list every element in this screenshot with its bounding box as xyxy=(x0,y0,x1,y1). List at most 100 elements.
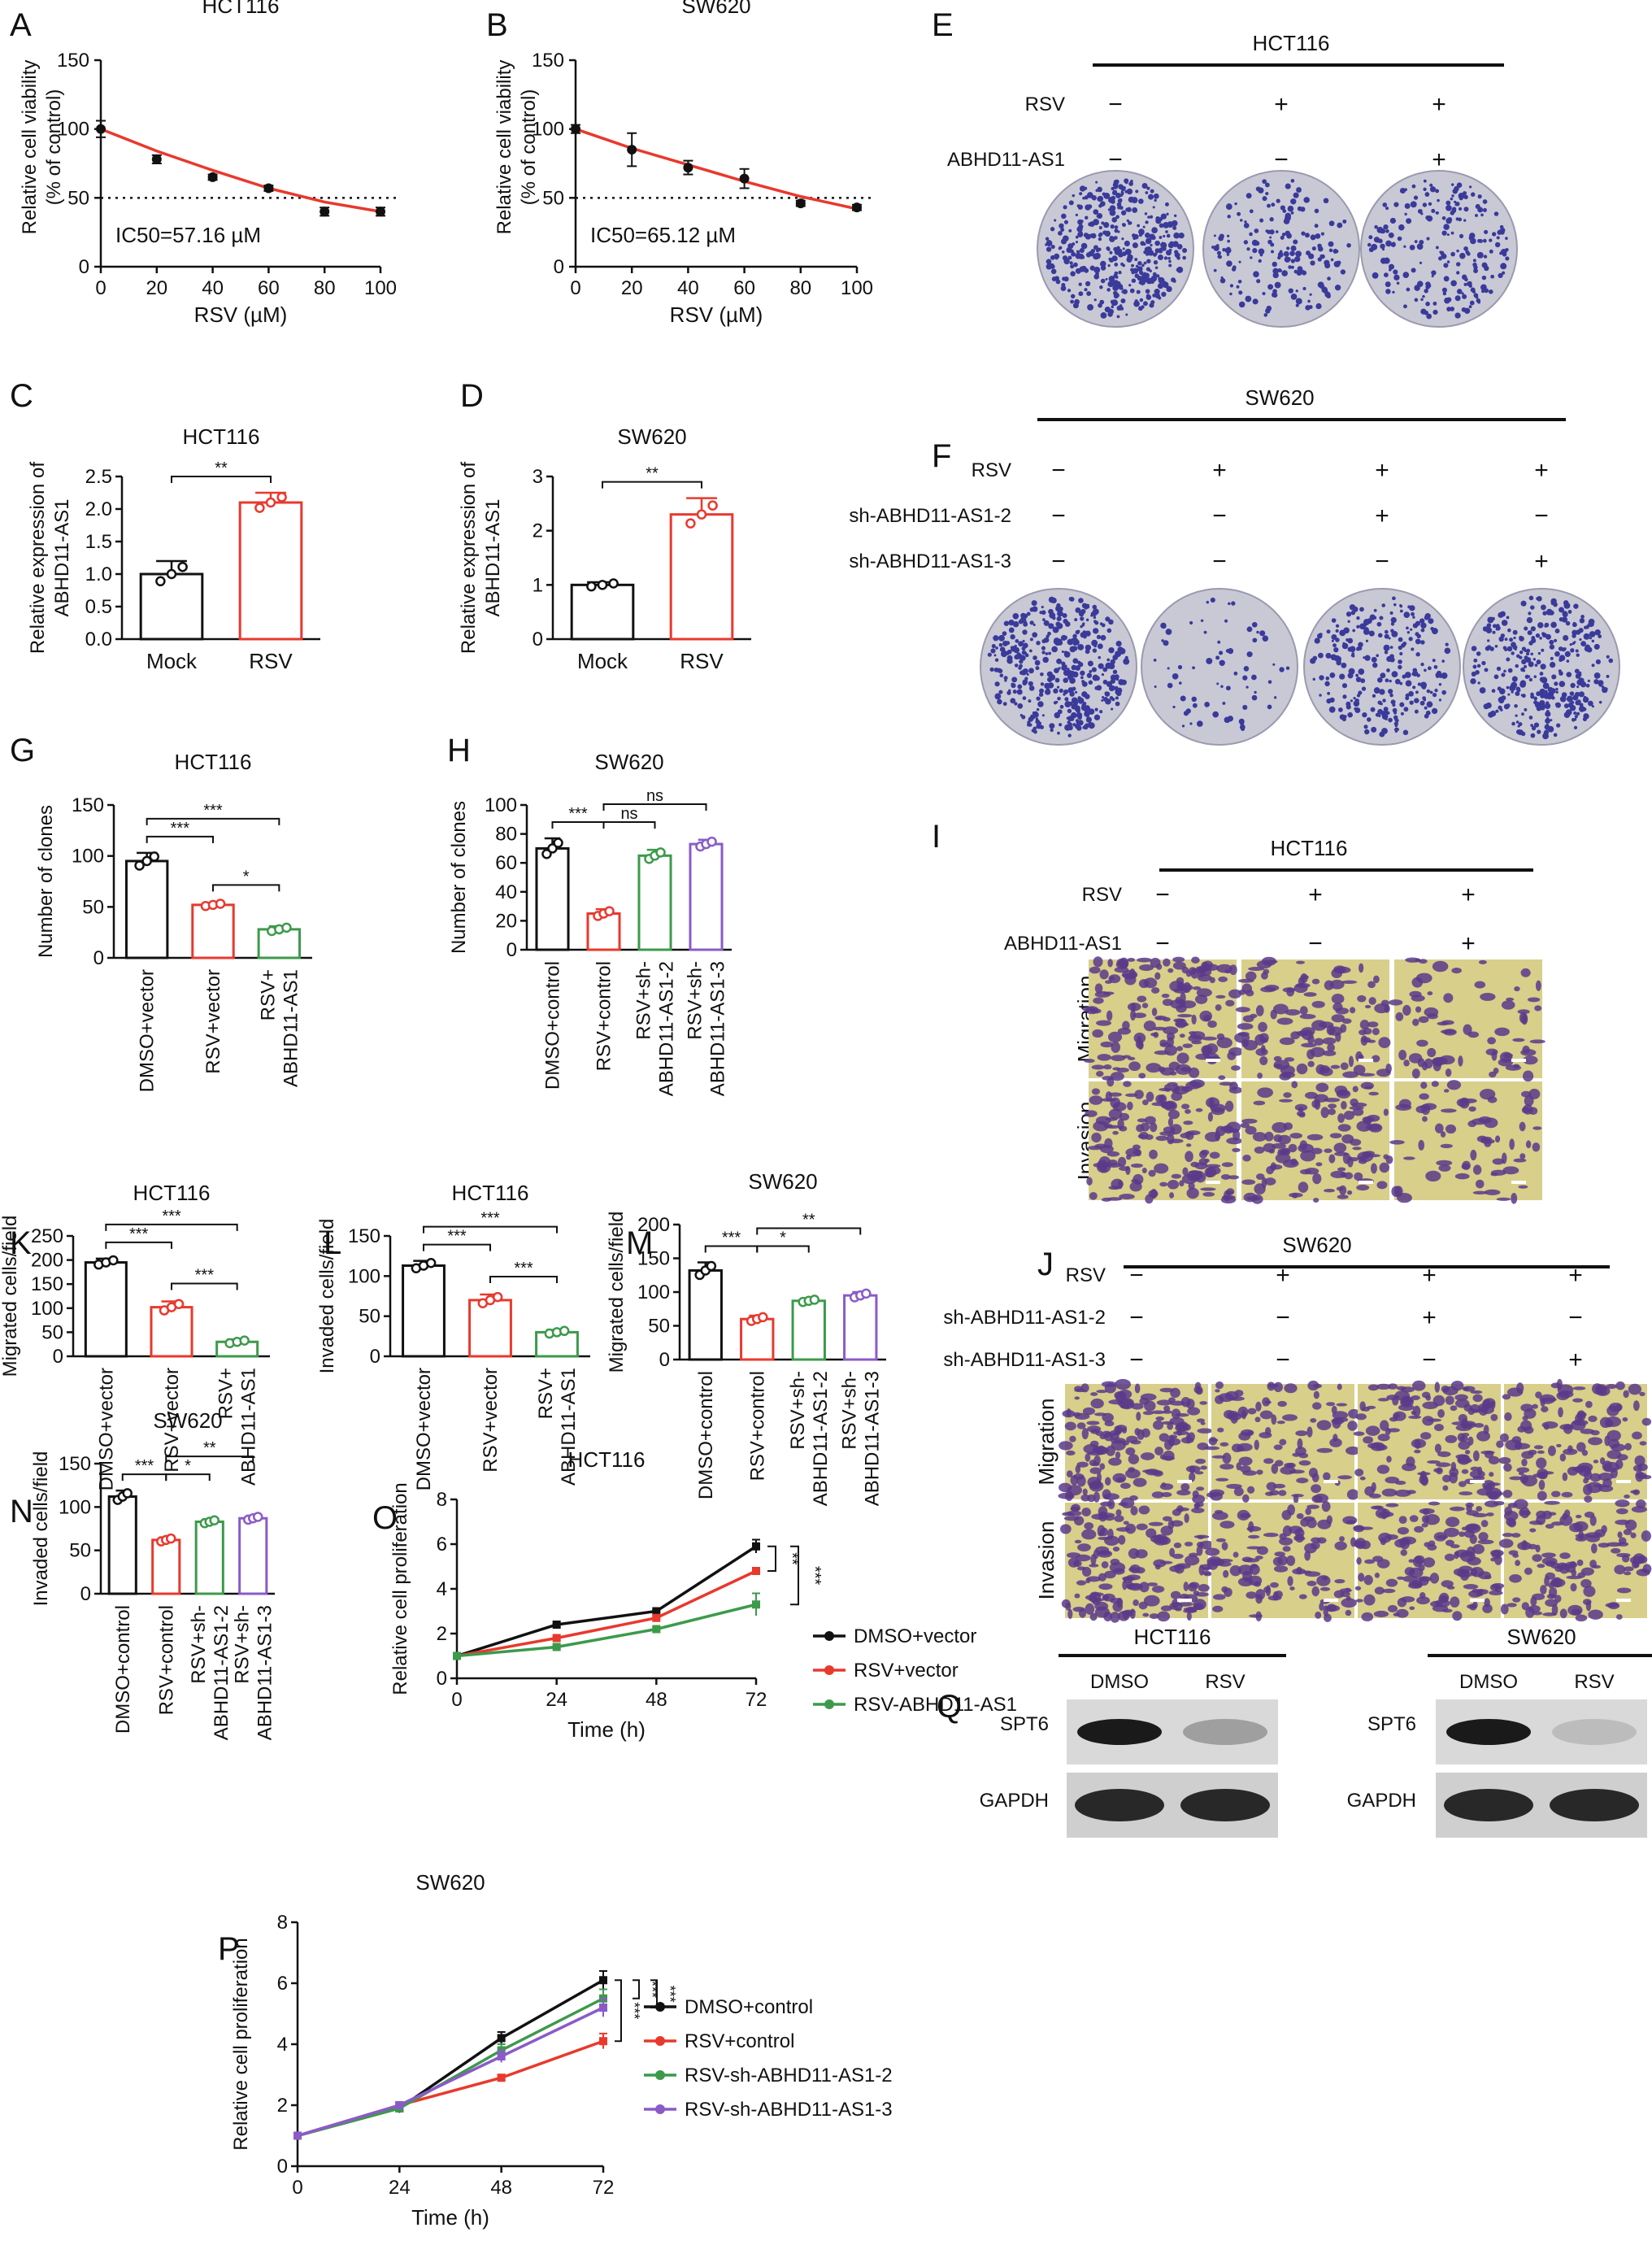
colony xyxy=(1409,700,1414,705)
significance-bracket xyxy=(171,1282,238,1290)
colony xyxy=(1087,303,1094,311)
stained-cell xyxy=(1264,1177,1276,1186)
stained-cell xyxy=(1260,986,1276,993)
colony xyxy=(1481,275,1487,281)
colony xyxy=(1181,247,1188,254)
colony xyxy=(1441,659,1446,663)
stained-cell xyxy=(1314,1038,1324,1046)
colony xyxy=(1561,616,1568,623)
colony xyxy=(1113,273,1118,278)
colony xyxy=(1535,633,1541,638)
colony xyxy=(1336,659,1341,666)
y-axis-label: Relative expression of xyxy=(458,462,480,654)
colony xyxy=(1394,729,1398,733)
colony xyxy=(1022,681,1027,686)
stained-cell xyxy=(1108,1092,1122,1097)
stained-cell xyxy=(1227,1128,1240,1134)
stained-cell xyxy=(1432,960,1449,973)
colony xyxy=(1153,659,1157,662)
colony xyxy=(1159,223,1164,228)
legend-marker xyxy=(824,1665,834,1675)
colony xyxy=(1152,206,1155,209)
colony xyxy=(1067,638,1074,646)
replicate-point xyxy=(706,836,717,847)
stained-cell xyxy=(1264,1427,1272,1436)
category-label: RSV+sh- xyxy=(231,1605,253,1684)
colony xyxy=(1112,669,1118,675)
stained-cell xyxy=(1066,1450,1076,1456)
colony xyxy=(1373,687,1380,694)
colony xyxy=(1158,296,1162,300)
y-tick-label: 150 xyxy=(348,1225,380,1247)
colony xyxy=(1470,237,1476,245)
colony xyxy=(1544,724,1550,730)
stained-cell xyxy=(1337,1194,1349,1199)
colony xyxy=(1290,211,1294,215)
colony xyxy=(1249,232,1253,237)
stained-cell xyxy=(1160,1605,1172,1612)
stained-cell xyxy=(1431,1081,1439,1087)
panel-letter-K: K xyxy=(10,1225,32,1261)
stained-cell xyxy=(1138,964,1154,972)
stained-cell xyxy=(1223,1190,1231,1202)
colony xyxy=(1001,651,1007,658)
stained-cell xyxy=(1222,1452,1232,1464)
data-point xyxy=(852,202,862,213)
colony xyxy=(1375,712,1380,717)
colony xyxy=(1080,632,1086,638)
bar xyxy=(107,1495,137,1595)
colony xyxy=(1010,634,1015,640)
stained-cell xyxy=(1185,970,1192,977)
stained-cell xyxy=(1513,1064,1520,1068)
stained-cell xyxy=(1412,1018,1419,1026)
colony xyxy=(1031,600,1037,607)
colony xyxy=(1392,703,1396,707)
stained-cell xyxy=(1541,1552,1556,1558)
stained-cell xyxy=(1489,1472,1494,1477)
colony xyxy=(1413,195,1419,200)
colony xyxy=(1121,290,1124,294)
stained-cell xyxy=(1081,1428,1089,1440)
stained-cell xyxy=(1135,1549,1148,1559)
colony xyxy=(1063,651,1071,658)
scale-bar xyxy=(1511,1059,1526,1062)
colony xyxy=(1356,616,1360,620)
category-label: RSV+control xyxy=(155,1605,177,1715)
colony xyxy=(1142,225,1146,228)
stained-cell xyxy=(1397,1576,1405,1580)
stained-cell xyxy=(1238,1456,1253,1466)
colony xyxy=(1138,306,1143,311)
stained-cell xyxy=(1449,1467,1459,1477)
colony xyxy=(1283,250,1289,257)
colony xyxy=(1376,677,1383,683)
colony xyxy=(1063,220,1069,224)
colony xyxy=(1290,259,1296,263)
colony xyxy=(1032,606,1038,612)
stained-cell xyxy=(1328,1103,1337,1109)
colony xyxy=(1598,680,1604,686)
colony xyxy=(1084,711,1090,717)
colony xyxy=(1067,255,1072,260)
colony xyxy=(1061,250,1065,254)
stained-cell xyxy=(1450,1596,1460,1608)
colony xyxy=(1284,256,1291,263)
colony xyxy=(1084,186,1088,190)
stained-cell xyxy=(1207,1112,1213,1122)
stained-cell xyxy=(1554,1595,1562,1603)
colony xyxy=(1116,281,1121,285)
stained-cell xyxy=(1641,1417,1652,1426)
colony xyxy=(1143,301,1148,307)
colony xyxy=(1158,255,1163,260)
stained-cell xyxy=(1185,1465,1201,1473)
colony xyxy=(1529,605,1535,610)
stained-cell xyxy=(1188,1067,1200,1078)
stained-cell xyxy=(1172,1553,1184,1560)
colony xyxy=(1091,667,1097,672)
colony xyxy=(1312,655,1318,661)
colony xyxy=(1085,252,1091,258)
condition-mark: − xyxy=(1568,1304,1583,1331)
colony xyxy=(1086,192,1093,198)
stained-cell xyxy=(1284,1057,1295,1062)
colony xyxy=(1536,691,1541,697)
